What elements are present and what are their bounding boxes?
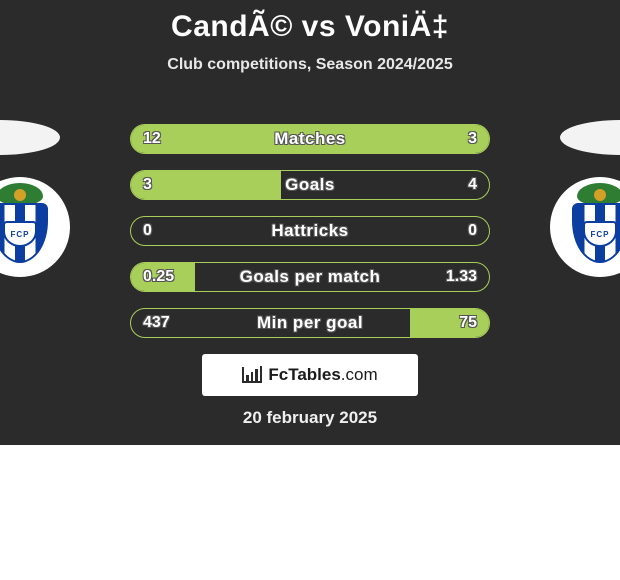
- stat-bar: 0.251.33Goals per match: [130, 262, 490, 292]
- bar-chart-icon: [242, 367, 262, 383]
- stat-bar: 34Goals: [130, 170, 490, 200]
- stat-bar: 43775Min per goal: [130, 308, 490, 338]
- stat-label: Goals: [131, 171, 489, 199]
- porto-crest-icon: FCP: [0, 187, 55, 267]
- snapshot-date: 20 february 2025: [0, 408, 620, 428]
- stat-label: Matches: [131, 125, 489, 153]
- player-right: FCP: [560, 120, 620, 277]
- logo-brand: FcTables: [268, 365, 340, 384]
- player-photo-right: [560, 120, 620, 155]
- player-left: FCP: [0, 120, 60, 277]
- player-photo-left: [0, 120, 60, 155]
- stat-label: Hattricks: [131, 217, 489, 245]
- comparison-card: CandÃ© vs VoniÄ‡ Club competitions, Seas…: [0, 0, 620, 445]
- porto-crest-icon: FCP: [565, 187, 620, 267]
- logo-suffix: .com: [341, 365, 378, 384]
- stat-bar: 123Matches: [130, 124, 490, 154]
- logo-text: FcTables.com: [268, 365, 377, 385]
- stat-label: Min per goal: [131, 309, 489, 337]
- page-title: CandÃ© vs VoniÄ‡: [0, 10, 620, 44]
- subtitle: Club competitions, Season 2024/2025: [0, 56, 620, 74]
- fctables-logo[interactable]: FcTables.com: [202, 354, 418, 396]
- stat-bar: 00Hattricks: [130, 216, 490, 246]
- stat-label: Goals per match: [131, 263, 489, 291]
- stat-bars: 123Matches 34Goals 00Hattricks 0.251.33Goal…: [130, 124, 490, 354]
- club-badge-left: FCP: [0, 177, 70, 277]
- club-badge-right: FCP: [550, 177, 620, 277]
